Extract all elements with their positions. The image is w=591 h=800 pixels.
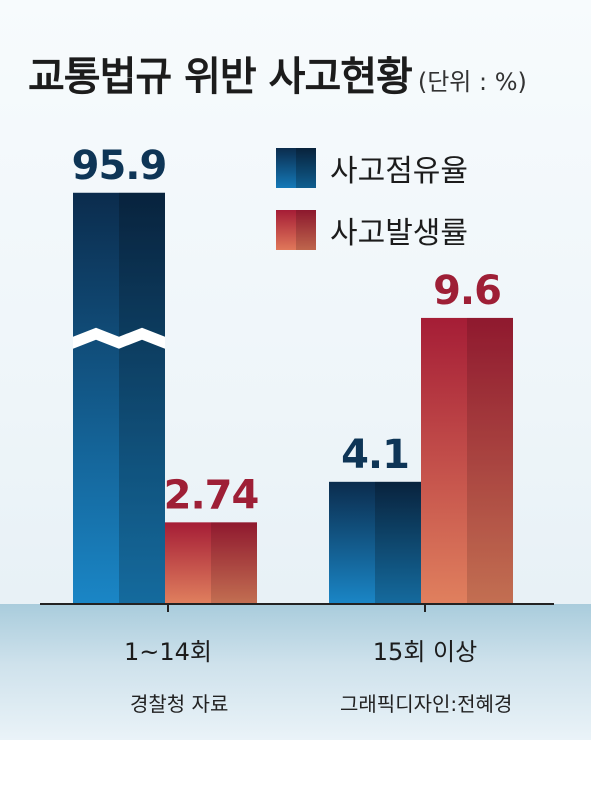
bar-share-1	[329, 481, 421, 604]
axis-break-mark	[73, 327, 165, 349]
value-label-share-1: 4.1	[341, 432, 409, 478]
bar-shade	[467, 317, 513, 604]
source-note: 경찰청 자료	[130, 692, 229, 716]
value-label-share-0: 95.9	[72, 143, 167, 189]
legend-item-rate: 사고발생률	[276, 210, 468, 251]
value-label-rate-1: 9.6	[433, 268, 501, 314]
chart-title: 교통법규 위반 사고현황 (단위 : %)	[28, 44, 527, 102]
legend-label-share: 사고점유율	[330, 154, 468, 189]
bar-rate-0	[165, 522, 257, 604]
bar-shade	[375, 481, 421, 604]
chart-base-band	[0, 604, 591, 740]
value-label-rate-0: 2.74	[164, 472, 259, 518]
bar-share-0	[73, 192, 165, 604]
legend-swatch-rate	[276, 210, 316, 250]
bar-rate-1	[421, 317, 513, 604]
legend-swatch-share	[276, 148, 316, 188]
category-label-15-plus: 15회 이상	[372, 638, 478, 666]
chart-title-text: 교통법규 위반 사고현황	[28, 54, 413, 100]
legend-item-share: 사고점유율	[276, 148, 468, 189]
bar-shade	[119, 192, 165, 604]
designer-credit: 그래픽디자인:전혜경	[340, 692, 513, 716]
category-label-1-14: 1~14회	[124, 638, 212, 666]
legend-label-rate: 사고발생률	[330, 216, 468, 251]
bar-shade	[211, 522, 257, 604]
unit-label: (단위 : %)	[417, 68, 527, 96]
